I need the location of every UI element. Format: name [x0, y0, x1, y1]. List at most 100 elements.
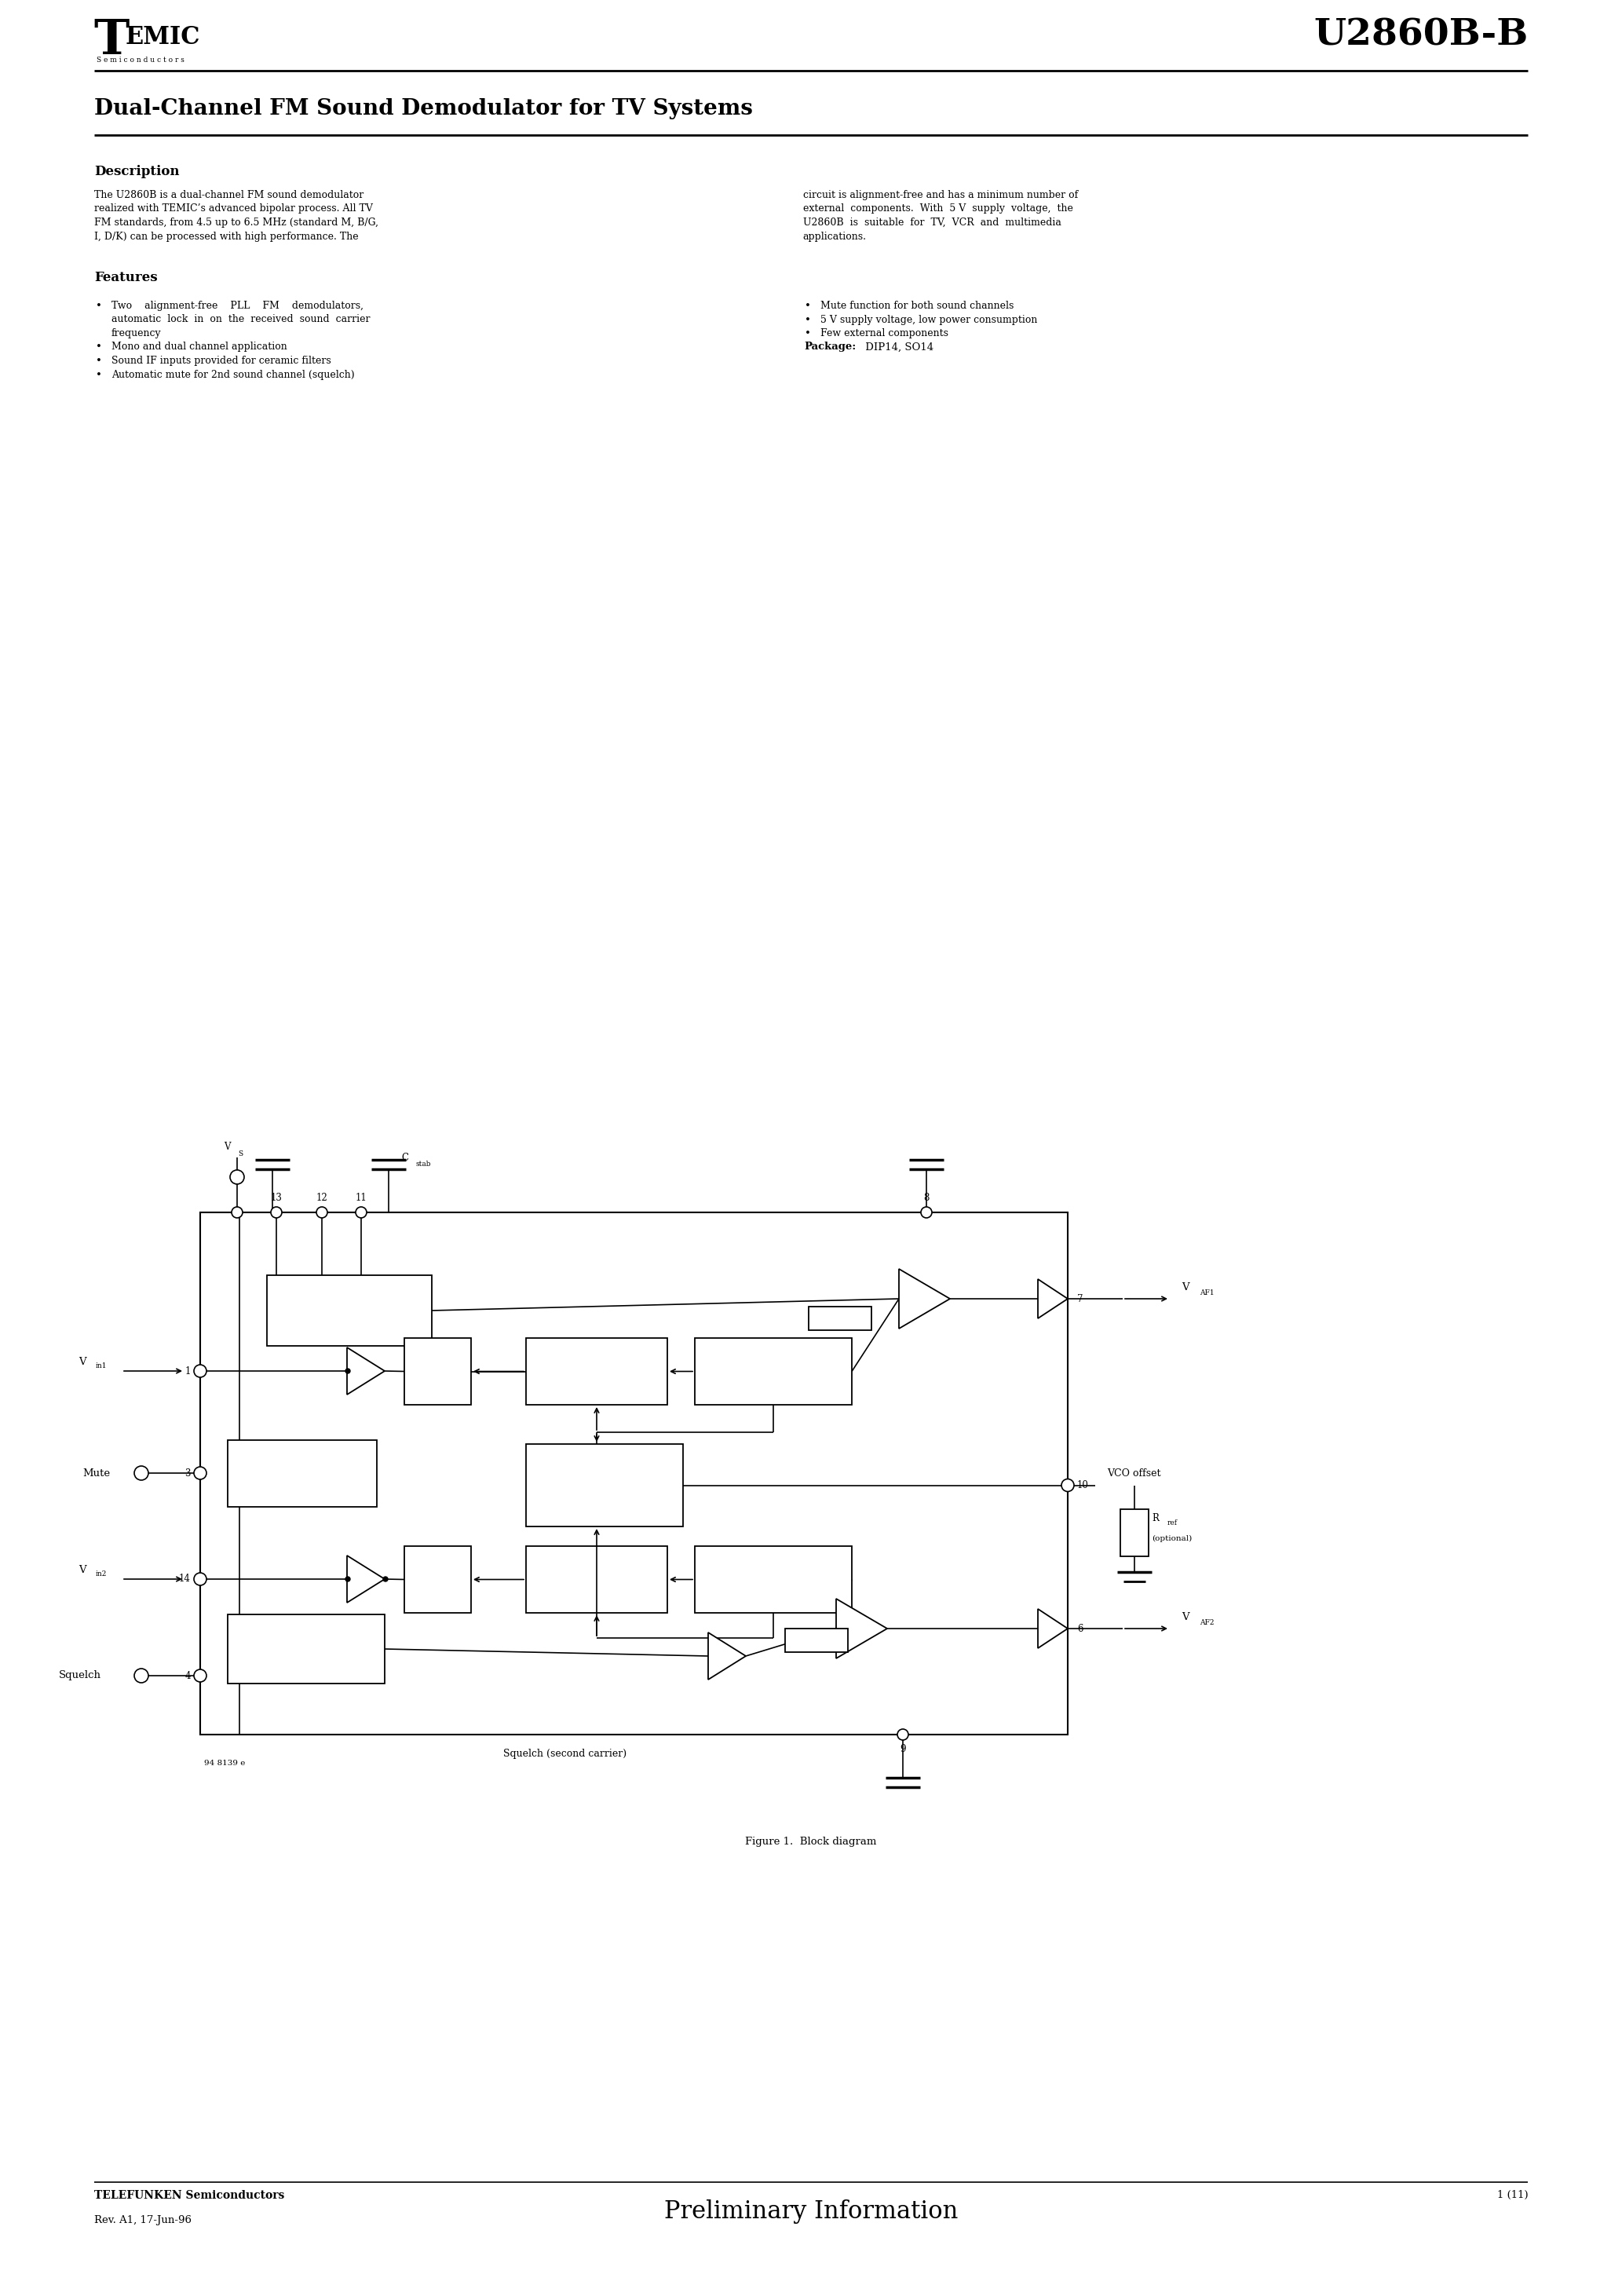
- Text: Loop: Loop: [762, 1357, 785, 1366]
- Text: (optional): (optional): [1152, 1536, 1192, 1543]
- Text: Automatic mute for 2nd sound channel (squelch): Automatic mute for 2nd sound channel (sq…: [112, 370, 355, 379]
- Polygon shape: [1038, 1609, 1067, 1649]
- Text: frequency: frequency: [112, 328, 161, 338]
- Bar: [526, 1339, 667, 1405]
- Text: EMIC: EMIC: [125, 25, 201, 51]
- Bar: [809, 1306, 871, 1329]
- Text: T: T: [94, 18, 130, 64]
- Text: •: •: [96, 301, 102, 310]
- Circle shape: [345, 1368, 350, 1373]
- Text: 5 V supply voltage, low power consumption: 5 V supply voltage, low power consumptio…: [821, 315, 1036, 324]
- Text: 8: 8: [923, 1192, 929, 1203]
- Text: 12: 12: [316, 1192, 328, 1203]
- Bar: [268, 1274, 431, 1345]
- Circle shape: [316, 1208, 328, 1217]
- Circle shape: [232, 1208, 243, 1217]
- Circle shape: [897, 1729, 908, 1740]
- Text: •: •: [805, 301, 811, 310]
- Circle shape: [195, 1364, 206, 1378]
- Text: Squelch (second carrier): Squelch (second carrier): [503, 1750, 628, 1759]
- Text: 1: 1: [185, 1366, 191, 1375]
- Text: offset: offset: [590, 1499, 618, 1508]
- Text: Supply: Supply: [333, 1306, 367, 1316]
- Text: FM standards, from 4.5 up to 6.5 MHz (standard M, B/G,: FM standards, from 4.5 up to 6.5 MHz (st…: [94, 218, 378, 227]
- Text: Loop: Loop: [762, 1564, 785, 1575]
- Text: VCO offset: VCO offset: [1106, 1469, 1161, 1479]
- Text: V: V: [78, 1357, 86, 1366]
- Text: C: C: [401, 1153, 409, 1162]
- Text: R: R: [1152, 1513, 1158, 1522]
- Text: Description: Description: [94, 165, 180, 179]
- Text: V: V: [224, 1141, 230, 1153]
- Circle shape: [271, 1208, 282, 1217]
- Bar: [694, 1339, 852, 1405]
- Circle shape: [195, 1669, 206, 1683]
- Bar: [526, 1545, 667, 1612]
- Text: •: •: [805, 315, 811, 324]
- Bar: [526, 1444, 683, 1527]
- Text: S: S: [238, 1150, 243, 1157]
- Circle shape: [195, 1573, 206, 1584]
- Text: 4: 4: [185, 1671, 191, 1681]
- Polygon shape: [347, 1554, 384, 1603]
- Text: TELEFUNKEN Semiconductors: TELEFUNKEN Semiconductors: [94, 2190, 284, 2202]
- Text: Mute function for both sound channels: Mute function for both sound channels: [821, 301, 1014, 310]
- Text: applications.: applications.: [803, 232, 866, 241]
- Text: •: •: [96, 370, 102, 379]
- Text: VCO: VCO: [594, 1467, 616, 1479]
- Polygon shape: [835, 1598, 887, 1658]
- Text: filter 1: filter 1: [757, 1380, 788, 1391]
- Text: 7: 7: [1077, 1293, 1083, 1304]
- Text: external  components.  With  5 V  supply  voltage,  the: external components. With 5 V supply vol…: [803, 204, 1072, 214]
- Text: 9: 9: [900, 1745, 905, 1754]
- Text: 14: 14: [178, 1575, 191, 1584]
- Text: I, D/K) can be processed with high performance. The: I, D/K) can be processed with high perfo…: [94, 232, 358, 241]
- Text: Mute: Mute: [289, 1469, 315, 1479]
- Bar: [227, 1614, 384, 1683]
- Text: 10: 10: [1077, 1481, 1088, 1490]
- Text: 11: 11: [355, 1192, 367, 1203]
- Text: Figure 1.  Block diagram: Figure 1. Block diagram: [744, 1837, 878, 1846]
- Bar: [404, 1339, 470, 1405]
- Text: •: •: [96, 342, 102, 351]
- Text: Preliminary Information: Preliminary Information: [663, 2200, 959, 2225]
- Text: •: •: [805, 328, 811, 338]
- Text: filter 2: filter 2: [757, 1589, 788, 1600]
- Text: circuit is alignment-free and has a minimum number of: circuit is alignment-free and has a mini…: [803, 191, 1079, 200]
- Text: •: •: [96, 356, 102, 365]
- Text: Dual-Channel FM Sound Demodulator for TV Systems: Dual-Channel FM Sound Demodulator for TV…: [94, 99, 753, 119]
- Bar: [694, 1545, 852, 1612]
- Polygon shape: [899, 1270, 950, 1329]
- Bar: [227, 1440, 376, 1506]
- Text: Squelch: Squelch: [58, 1671, 101, 1681]
- Text: AF1: AF1: [1200, 1290, 1215, 1297]
- Circle shape: [345, 1577, 350, 1582]
- Circle shape: [195, 1467, 206, 1479]
- Text: VCO 1: VCO 1: [582, 1366, 611, 1378]
- Text: Rev. A1, 17-Jun-96: Rev. A1, 17-Jun-96: [94, 2216, 191, 2225]
- Text: VCO 1: VCO 1: [582, 1575, 611, 1584]
- Text: S e m i c o n d u c t o r s: S e m i c o n d u c t o r s: [96, 57, 185, 64]
- Bar: [404, 1545, 470, 1612]
- Circle shape: [1061, 1479, 1074, 1492]
- Text: 1 (11): 1 (11): [1497, 2190, 1528, 2200]
- Text: Mute: Mute: [83, 1467, 110, 1479]
- Text: V: V: [1181, 1281, 1189, 1293]
- Text: in2: in2: [96, 1570, 107, 1577]
- Circle shape: [355, 1208, 367, 1217]
- Text: Package:: Package:: [805, 342, 856, 351]
- Text: automatic  lock  in  on  the  received  sound  carrier: automatic lock in on the received sound …: [112, 315, 370, 324]
- Text: Features: Features: [94, 271, 157, 285]
- Text: The U2860B is a dual-channel FM sound demodulator: The U2860B is a dual-channel FM sound de…: [94, 191, 363, 200]
- Text: in1: in1: [96, 1362, 107, 1368]
- Text: Mono and dual channel application: Mono and dual channel application: [112, 342, 287, 351]
- Circle shape: [383, 1577, 388, 1582]
- Text: 94 8139 e: 94 8139 e: [204, 1759, 245, 1766]
- Polygon shape: [1038, 1279, 1067, 1318]
- Text: 13: 13: [271, 1192, 282, 1203]
- Bar: [200, 1212, 1067, 1733]
- Text: V: V: [1181, 1612, 1189, 1623]
- Bar: [1121, 1508, 1148, 1557]
- Polygon shape: [347, 1348, 384, 1394]
- Circle shape: [921, 1208, 933, 1217]
